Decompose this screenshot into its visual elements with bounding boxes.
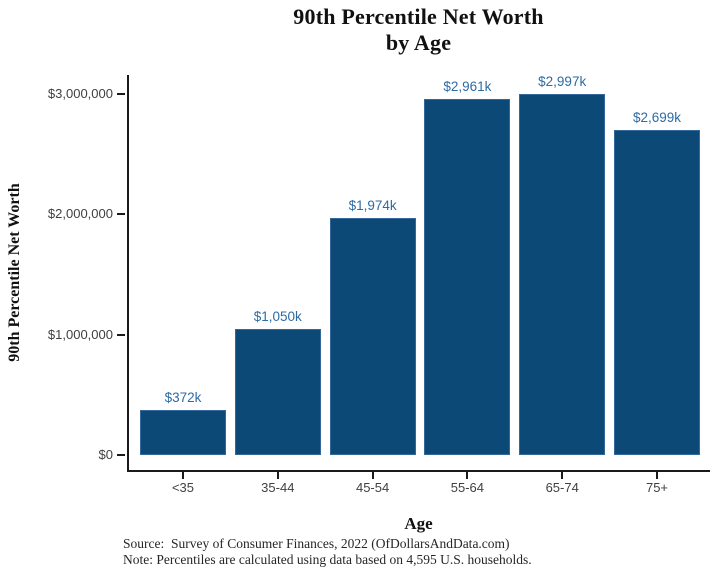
- bar-value-label: $1,050k: [253, 308, 302, 324]
- bar-value-label: $372k: [164, 390, 202, 406]
- bar-value-label: $1,974k: [348, 197, 397, 213]
- y-axis-tick-label: $0: [98, 447, 113, 462]
- y-axis-tick-label: $2,000,000: [47, 206, 113, 222]
- x-axis-tick: [561, 472, 564, 479]
- x-axis-tick: [371, 472, 374, 479]
- bar-35-44: [234, 328, 321, 455]
- x-axis-tick-label: 55-64: [450, 480, 485, 495]
- x-axis-tick-label: 75+: [645, 480, 669, 495]
- y-axis-tick: [117, 333, 125, 336]
- bar-<35: [140, 410, 226, 455]
- y-axis-tick-label: $1,000,000: [47, 326, 113, 342]
- y-axis-tick-label: $3,000,000: [47, 86, 113, 102]
- bar-75+: [614, 130, 700, 455]
- bar-value-label: $2,699k: [632, 110, 682, 126]
- bar-55-64: [424, 98, 511, 455]
- caption-source: Source: Survey of Consumer Finances, 202…: [123, 536, 510, 551]
- x-axis-title: Age: [404, 514, 433, 533]
- x-axis-tick-label: 65-74: [545, 480, 579, 495]
- y-axis-title: 90th Percentile Net Worth: [6, 183, 23, 362]
- x-axis-tick: [656, 472, 658, 479]
- x-axis-tick: [276, 472, 279, 479]
- caption: Source: Survey of Consumer Finances, 202…: [123, 536, 532, 567]
- chart-title: 90th Percentile Net Worth by Age: [127, 4, 710, 56]
- x-axis-tick-label: 35-44: [261, 480, 295, 495]
- bar-value-label: $2,961k: [443, 78, 492, 94]
- x-axis-tick-label: 45-54: [355, 480, 390, 495]
- y-axis-tick: [117, 454, 125, 456]
- x-axis-tick: [182, 472, 184, 479]
- x-axis-tick-label: <35: [171, 480, 195, 495]
- bar-45-54: [329, 217, 416, 455]
- plot-panel: $372k <35 $1,050k 35-44 $1,974k 45-54 $2,961k 5…: [48, 74, 710, 495]
- chart-title-line2: by Age: [385, 30, 452, 55]
- x-axis-tick: [466, 472, 469, 479]
- bar-value-label: $2,997k: [538, 74, 587, 90]
- y-axis-tick: [117, 213, 125, 216]
- bar-65-74: [519, 94, 606, 455]
- chart-title-line1: 90th Percentile Net Worth: [293, 4, 544, 29]
- y-axis-tick: [117, 93, 125, 96]
- caption-note: Note: Percentiles are calculated using d…: [123, 551, 532, 567]
